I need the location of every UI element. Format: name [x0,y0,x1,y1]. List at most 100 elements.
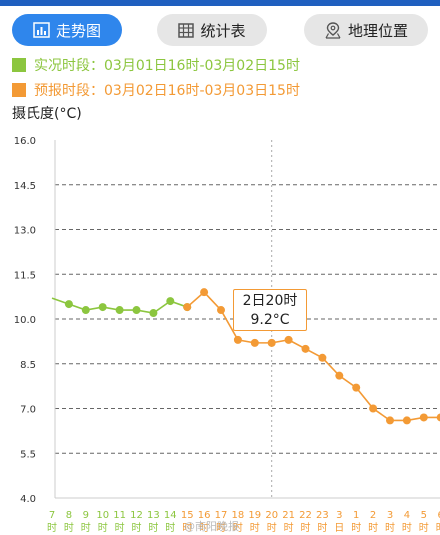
x-tick-label: 16 [198,510,211,521]
data-point-forecast [217,306,225,315]
data-point-observed [98,303,107,312]
x-tick-unit: 时 [98,522,108,534]
tab-geo-location-label: 地理位置 [347,21,408,40]
x-tick-unit: 时 [267,522,277,534]
data-point-forecast [301,344,310,353]
x-tick-unit: 时 [47,522,57,534]
y-tick-label: 5.5 [20,449,36,460]
y-tick-label: 4.0 [20,494,36,505]
y-axis-unit-label: 摄氏度(°C) [12,106,82,122]
data-point-forecast [267,338,276,347]
x-tick-label: 1 [353,510,359,521]
data-point-forecast [419,413,428,422]
x-tick-unit: 时 [284,522,294,534]
y-tick-label: 16.0 [14,136,36,147]
x-tick-unit: 时 [64,522,74,534]
data-point-observed [132,306,141,315]
x-tick-label: 22 [299,510,312,521]
x-tick-unit: 时 [182,522,192,534]
data-point-forecast [352,383,361,392]
x-tick-label: 3 [387,510,393,521]
x-tick-unit: 时 [81,522,91,534]
tab-trend-chart[interactable]: 走势图 [12,14,122,46]
tab-stats-table-label: 统计表 [200,21,246,40]
x-tick-unit: 时 [165,522,175,534]
x-tick-unit: 时 [115,522,125,534]
legend-observed: 实况时段：03月01日16时-03月02日15时 [12,55,300,75]
x-tick-unit: 时 [199,522,209,534]
x-tick-label: 9 [83,510,89,521]
x-tick-label: 8 [66,510,72,521]
x-tick-label: 11 [113,510,126,521]
x-tick-unit: 时 [148,522,158,534]
x-tick-label: 23 [316,510,329,521]
y-tick-label: 7.0 [20,405,36,416]
x-tick-label: 13 [147,510,160,521]
x-tick-label: 7 [49,510,55,521]
data-point-forecast [402,416,411,425]
x-tick-unit: 时 [402,522,412,534]
tab-trend-chart-label: 走势图 [55,21,101,40]
x-tick-label: 18 [232,510,245,521]
x-tick-unit: 时 [317,522,327,534]
map-pin-icon [324,21,342,39]
tab-stats-table[interactable]: 统计表 [157,14,267,46]
x-tick-unit: 日 [334,523,344,534]
x-tick-unit: 时 [368,522,378,534]
x-tick-label: 20 [265,510,278,521]
data-point-forecast [200,288,209,297]
tab-geo-location[interactable]: 地理位置 [304,14,428,46]
chart-tooltip: 2日20时 9.2°C [233,289,307,331]
data-point-forecast [318,353,327,362]
legend-forecast: 预报时段：03月02日16时-03月03日15时 [12,80,300,100]
x-tick-unit: 时 [250,522,260,534]
x-tick-unit: 时 [301,522,311,534]
data-point-forecast [369,404,378,413]
x-tick-label: 19 [248,510,261,521]
x-tick-label: 12 [130,510,143,521]
data-point-forecast [386,416,394,425]
bar-chart-icon [33,22,50,38]
legend-observed-label: 实况时段：03月01日16时-03月02日15时 [34,58,300,74]
forecast-swatch [12,83,26,97]
x-tick-unit: 时 [233,522,243,534]
y-tick-label: 10.0 [14,315,36,326]
x-tick-label: 10 [96,510,109,521]
x-tick-label: 14 [164,510,177,521]
tooltip-time: 2日20时 [242,293,298,309]
x-tick-label: 5 [421,510,427,521]
data-point-forecast [284,335,293,344]
table-icon [178,22,195,38]
watermark: @南阳晚报 [184,520,239,533]
x-tick-unit: 时 [351,522,361,534]
data-point-forecast [436,413,440,422]
data-point-observed [81,306,90,315]
y-tick-label: 13.0 [14,226,36,237]
x-tick-label: 15 [181,510,194,521]
x-tick-label: 6 [438,510,440,521]
tooltip-value: 9.2°C [250,312,290,328]
data-point-observed [64,300,73,309]
data-point-observed [149,309,158,318]
data-point-forecast [183,303,192,312]
data-point-forecast [335,371,344,380]
x-tick-unit: 时 [216,522,226,534]
x-tick-label: 17 [215,510,228,521]
x-tick-label: 21 [282,510,295,521]
y-tick-label: 14.5 [14,181,36,192]
data-point-forecast [250,338,259,347]
view-tabs: 走势图 统计表 地理位置 [0,14,440,48]
data-point-forecast [233,335,242,344]
x-tick-label: 2 [370,510,376,521]
x-tick-unit: 时 [385,522,395,534]
legend-forecast-label: 预报时段：03月02日16时-03月03日15时 [34,83,300,99]
x-tick-unit: 时 [132,522,142,534]
y-tick-label: 11.5 [14,270,36,281]
top-accent-bar [0,0,440,6]
x-tick-label: 3 [336,510,342,521]
temperature-trend-chart: 16.014.513.011.510.08.57.05.54.07时8时9时10… [14,136,440,534]
x-tick-unit: 时 [419,522,429,534]
x-tick-unit: 时 [436,522,440,534]
data-point-observed [115,306,124,315]
data-point-observed [166,297,175,306]
